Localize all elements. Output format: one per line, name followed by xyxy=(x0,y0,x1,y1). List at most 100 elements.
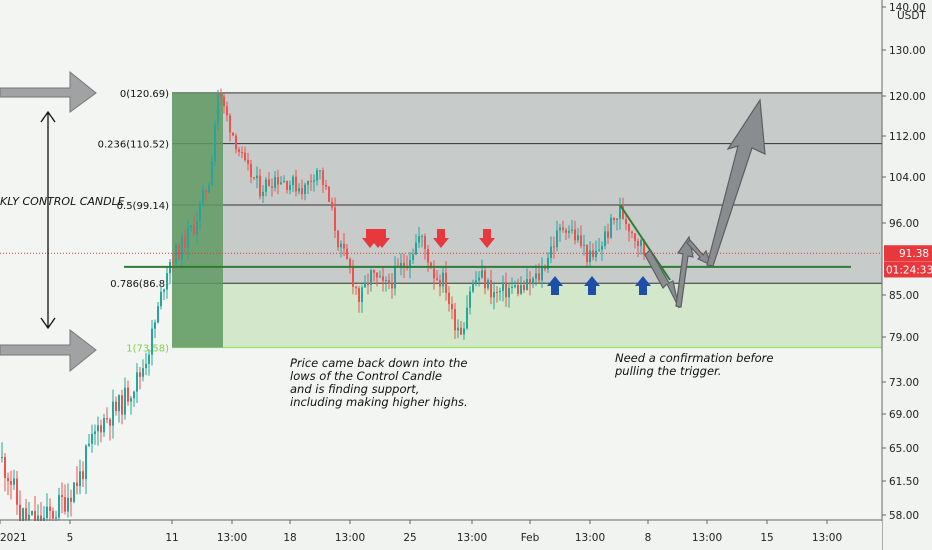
candle-body xyxy=(154,322,156,329)
price-tick-label: 130.00 xyxy=(889,45,926,57)
candle-body xyxy=(256,175,258,179)
candle-body xyxy=(616,218,618,221)
price-tick-label: 69.00 xyxy=(889,409,919,421)
candle-body xyxy=(469,291,471,308)
candle-body xyxy=(217,92,219,125)
candle-body xyxy=(250,163,252,178)
projection-arrow-up-big-icon xyxy=(706,98,766,267)
candle-body xyxy=(76,482,78,487)
candle-body xyxy=(181,236,183,260)
candle-body xyxy=(313,180,315,182)
candle-body xyxy=(241,151,243,153)
time-axis[interactable]: 2021 5 11 13:00 18 13:00 25 13:00 Feb 13:00 8 13:00… xyxy=(0,520,842,544)
candle-body xyxy=(199,203,201,222)
candle-body xyxy=(430,262,432,269)
candle-body xyxy=(442,272,444,287)
candle-body xyxy=(244,152,246,161)
candle-body xyxy=(49,506,51,511)
candle-body xyxy=(64,497,66,512)
candle-body xyxy=(379,276,381,278)
price-tag-label: 91.38 xyxy=(899,248,929,260)
candle-body xyxy=(208,184,210,193)
candle-body xyxy=(163,289,165,292)
candle-body xyxy=(454,309,456,331)
candle-body xyxy=(13,478,15,485)
candle-body xyxy=(520,285,522,294)
candle-body xyxy=(382,276,384,281)
price-axis[interactable]: 140.00 130.00 120.00 112.00 104.00 96.00 85.00… xyxy=(882,2,926,522)
candle-body xyxy=(286,180,288,190)
candle-body xyxy=(67,497,69,512)
candle-body xyxy=(631,231,633,234)
price-tick-label: 112.00 xyxy=(889,131,926,143)
candle-body xyxy=(94,431,96,434)
candle-body xyxy=(28,514,30,520)
candle-body xyxy=(82,471,84,480)
fib-label: 0.786(86.8) xyxy=(110,279,169,290)
candle-body xyxy=(100,425,102,433)
candle-body xyxy=(115,401,117,412)
candle-body xyxy=(547,257,549,270)
candle-body xyxy=(328,186,330,202)
candle-body xyxy=(433,268,435,279)
candle-body xyxy=(34,510,36,526)
candle-body xyxy=(475,280,477,283)
candle-body xyxy=(373,270,375,273)
candle-body xyxy=(79,471,81,487)
candle-body xyxy=(628,223,630,232)
price-tick-label: 104.00 xyxy=(889,172,926,184)
candle-body xyxy=(46,506,48,518)
candle-body xyxy=(295,176,297,192)
candle-body xyxy=(409,260,411,269)
blue-arrow-up-icon xyxy=(635,276,651,295)
price-tags: 91.38 01:24:33 xyxy=(884,245,932,278)
candle-body xyxy=(571,229,573,231)
candle-body xyxy=(493,292,495,298)
candle-body xyxy=(91,433,93,444)
blue-arrows xyxy=(547,276,651,295)
candle-body xyxy=(508,288,510,298)
time-axis-panel xyxy=(0,521,882,550)
fib-label: 0.5(99.14) xyxy=(117,201,169,212)
candle-body xyxy=(277,176,279,185)
candle-body xyxy=(499,291,501,293)
candle-body xyxy=(175,245,177,264)
fib-label: 0.236(110.52) xyxy=(98,140,170,151)
candle-body xyxy=(70,497,72,502)
time-tick-label: 13:00 xyxy=(575,532,605,544)
candle-body xyxy=(325,184,327,187)
candle-body xyxy=(130,398,132,402)
currency-label: USDT xyxy=(897,10,926,22)
candle-body xyxy=(157,306,159,323)
candle-body xyxy=(580,235,582,246)
candle-body xyxy=(388,280,390,284)
candle-body xyxy=(235,135,237,150)
candle-body xyxy=(211,161,213,185)
candle-body xyxy=(316,170,318,181)
candle-body xyxy=(202,190,204,204)
candle-body xyxy=(280,182,282,185)
candle-body xyxy=(52,510,54,519)
candle-body xyxy=(226,106,228,116)
candle-body xyxy=(622,206,624,220)
candle-body xyxy=(265,179,267,192)
candle-body xyxy=(385,280,387,282)
candle-body xyxy=(436,278,438,280)
downtrend-line[interactable] xyxy=(619,204,671,281)
candle-body xyxy=(142,368,144,377)
red-arrow-down-icon xyxy=(433,229,449,248)
candle-body xyxy=(10,481,12,485)
candle-body xyxy=(604,231,606,246)
candle-body xyxy=(172,261,174,264)
candle-body xyxy=(556,230,558,248)
price-tick-label: 85.00 xyxy=(889,290,919,302)
candle-body xyxy=(463,328,465,335)
fib-label: 0(120.69) xyxy=(120,89,169,100)
candle-body xyxy=(136,372,138,392)
double-arrow-icon xyxy=(40,110,56,330)
price-tag-label: 01:24:33 xyxy=(886,264,932,276)
candle-body xyxy=(607,231,609,238)
candle-body xyxy=(478,277,480,281)
support-annotation: Price came back down into the lows of th… xyxy=(290,356,468,409)
